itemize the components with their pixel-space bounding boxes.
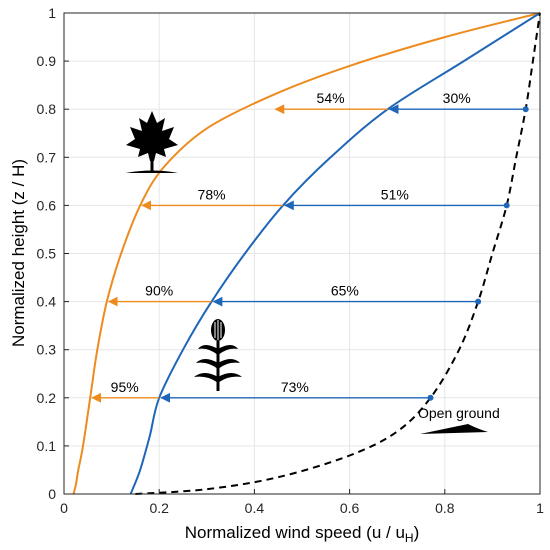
- orange-percent-label: 90%: [145, 283, 173, 299]
- y-tick-label: 0.3: [37, 342, 57, 358]
- y-tick-label: 0.6: [37, 197, 57, 213]
- x-tick-label: 0.6: [340, 500, 360, 516]
- y-tick-label: 0.5: [37, 246, 57, 262]
- blue-percent-label: 30%: [443, 90, 471, 106]
- blue-arrow-start-point: [427, 394, 434, 401]
- blue-percent-label: 65%: [331, 283, 359, 299]
- open-ground-label: Open ground: [418, 405, 500, 421]
- ground-mound-icon: [420, 424, 488, 434]
- series-group: [72, 12, 541, 495]
- y-tick-label: 0.9: [37, 53, 57, 69]
- blue-profile-line: [129, 12, 541, 495]
- x-tick-label: 0.4: [245, 500, 265, 516]
- maple-tree-icon: [126, 111, 178, 173]
- open-ground-profile-line: [135, 12, 541, 495]
- blue-arrow-start-point: [503, 202, 510, 209]
- y-tick-label: 1: [48, 5, 56, 21]
- orange-percent-label: 78%: [198, 186, 226, 202]
- percent-labels-group: 73% 65% 51% 30% 95% 90% 78% 54%: [111, 90, 471, 395]
- blue-arrow-start-point: [522, 106, 529, 113]
- x-tick-label: 0.2: [149, 500, 169, 516]
- x-tick-label: 0: [60, 500, 68, 516]
- y-tick-label: 0.1: [37, 438, 57, 454]
- y-tick-label: 0.8: [37, 101, 57, 117]
- x-tick-label: 1: [536, 500, 544, 516]
- arrows-group: [91, 104, 529, 403]
- orange-profile-line: [72, 12, 541, 495]
- orange-percent-label: 95%: [111, 379, 139, 395]
- y-tick-label: 0.7: [37, 149, 57, 165]
- orange-percent-label: 54%: [317, 90, 345, 106]
- blue-percent-label: 51%: [381, 186, 409, 202]
- y-tick-label: 0: [48, 486, 56, 502]
- blue-percent-label: 73%: [281, 379, 309, 395]
- y-axis-title: Normalized height (z / H): [9, 159, 28, 347]
- x-axis-title: Normalized wind speed (u / uH): [185, 523, 420, 545]
- y-tick-label: 0.4: [37, 294, 57, 310]
- tick-labels-group: 0 0.2 0.4 0.6 0.8 1 0 0.1 0.2 0.3 0.4 0.5 0.6 0.7 0.8 0…: [37, 5, 545, 516]
- y-tick-label: 0.2: [37, 390, 57, 406]
- blue-arrow-start-point: [475, 298, 482, 305]
- x-tick-label: 0.8: [435, 500, 455, 516]
- corn-plant-icon: [194, 319, 242, 391]
